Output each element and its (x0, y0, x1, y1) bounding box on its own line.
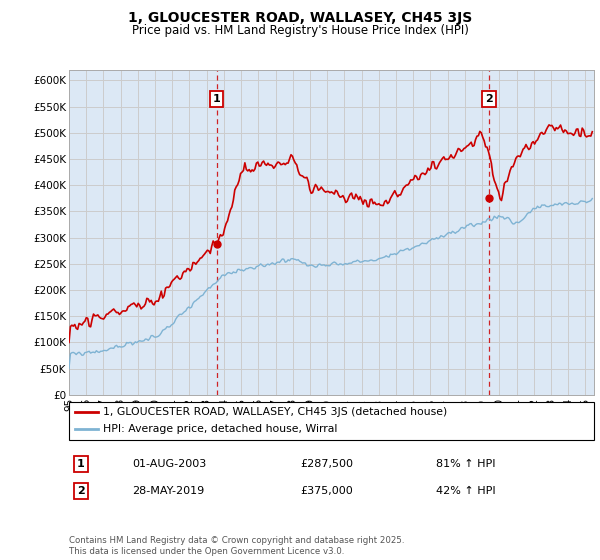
Text: Price paid vs. HM Land Registry's House Price Index (HPI): Price paid vs. HM Land Registry's House … (131, 24, 469, 37)
Text: 42% ↑ HPI: 42% ↑ HPI (437, 486, 496, 496)
Text: 1, GLOUCESTER ROAD, WALLASEY, CH45 3JS: 1, GLOUCESTER ROAD, WALLASEY, CH45 3JS (128, 11, 472, 25)
Text: 1: 1 (213, 94, 221, 104)
Text: Contains HM Land Registry data © Crown copyright and database right 2025.
This d: Contains HM Land Registry data © Crown c… (69, 536, 404, 556)
Text: 28-MAY-2019: 28-MAY-2019 (132, 486, 204, 496)
Text: HPI: Average price, detached house, Wirral: HPI: Average price, detached house, Wirr… (103, 424, 337, 435)
Text: 2: 2 (485, 94, 493, 104)
Text: 2: 2 (77, 486, 85, 496)
Text: £375,000: £375,000 (300, 486, 353, 496)
FancyBboxPatch shape (69, 402, 594, 440)
Text: 1: 1 (77, 459, 85, 469)
Text: £287,500: £287,500 (300, 459, 353, 469)
Text: 81% ↑ HPI: 81% ↑ HPI (437, 459, 496, 469)
Text: 1, GLOUCESTER ROAD, WALLASEY, CH45 3JS (detached house): 1, GLOUCESTER ROAD, WALLASEY, CH45 3JS (… (103, 407, 448, 417)
Text: 01-AUG-2003: 01-AUG-2003 (132, 459, 206, 469)
